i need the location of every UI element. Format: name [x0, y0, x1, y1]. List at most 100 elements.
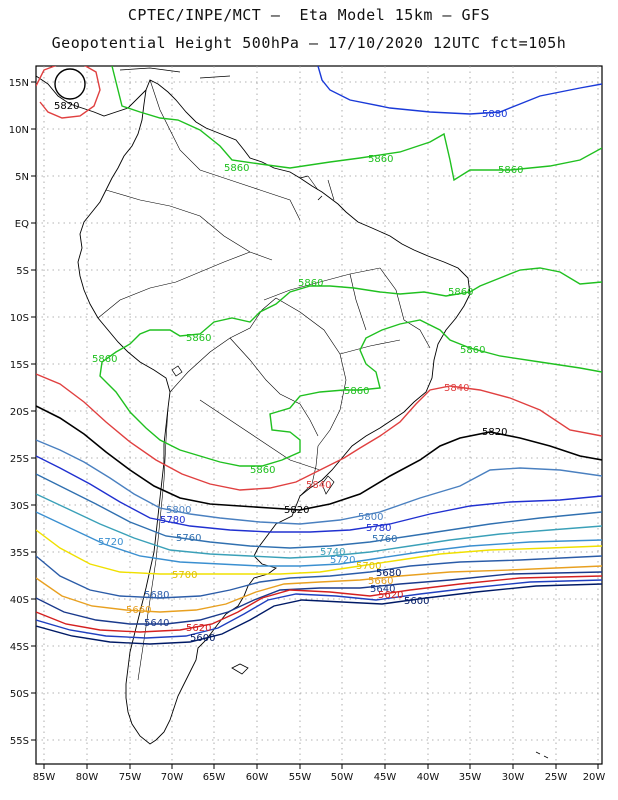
contour-label: 5860: [186, 333, 211, 344]
south-america-coastline: [77, 79, 471, 745]
contour-label: 5660: [126, 605, 151, 616]
contour-label: 5620: [186, 623, 211, 634]
contour-5660: [36, 565, 602, 613]
lon-label: 20W: [583, 772, 606, 783]
contour-label: 5860: [498, 165, 523, 176]
lat-label: 55S: [10, 736, 29, 747]
lat-label: 45S: [10, 642, 29, 653]
contour-label: 5680: [144, 590, 169, 601]
lat-label: 5N: [15, 172, 29, 183]
lat-label: 35S: [10, 548, 29, 559]
lon-label: 25W: [545, 772, 568, 783]
lat-label: 25S: [10, 454, 29, 465]
lat-label: 10N: [9, 125, 29, 136]
contour-label: 5860: [344, 386, 369, 397]
contour-label: 5640: [370, 584, 395, 595]
contour-labels: 5820 5880 5860 5860 5860 5860 5860 5860 …: [54, 101, 523, 644]
lon-label: 50W: [331, 772, 354, 783]
lon-label: 40W: [417, 772, 440, 783]
longitude-labels: 85W 80W 75W 70W 65W 60W 55W 50W 45W 40W …: [33, 772, 606, 783]
contour-5800: [36, 439, 602, 525]
map-title-line-1: CPTEC/INPE/MCT – Eta Model 15km – GFS: [127, 6, 491, 24]
contour-label: 5860: [368, 154, 393, 165]
contour-label: 5860: [460, 345, 485, 356]
contour-label: 5680: [376, 568, 401, 579]
lat-label: EQ: [15, 219, 29, 230]
contours: [36, 66, 602, 645]
contour-label: 5860: [250, 465, 275, 476]
lat-label: 5S: [16, 266, 29, 277]
contour-5680: [36, 555, 602, 599]
contour-label: 5800: [166, 505, 191, 516]
contour-5880: [317, 66, 602, 115]
lon-label: 80W: [76, 772, 99, 783]
axis-ticks: [31, 81, 599, 769]
contour-5580: [36, 583, 602, 645]
contour-5600: [36, 579, 602, 639]
contour-label: 5640: [144, 618, 169, 629]
contour-5700: [36, 529, 602, 575]
lat-label: 50S: [10, 689, 29, 700]
lon-label: 70W: [161, 772, 184, 783]
contour-label: 5860: [298, 278, 323, 289]
contour-5740: [36, 493, 602, 559]
lon-label: 85W: [33, 772, 56, 783]
contour-label: 5720: [98, 537, 123, 548]
contour-5640: [36, 571, 602, 625]
contour-label: 5740: [320, 547, 345, 558]
central-america-coastline: [36, 75, 147, 117]
contour-label: 5700: [356, 561, 381, 572]
contour-label: 5760: [176, 533, 201, 544]
contour-5780: [36, 455, 602, 533]
contour-5860-north: [111, 66, 602, 182]
lon-label: 65W: [203, 772, 226, 783]
contour-label: 5780: [366, 523, 391, 534]
contour-label: 5840: [306, 480, 331, 491]
contour-label: 5860: [92, 354, 117, 365]
contour-label: 5700: [172, 570, 197, 581]
contour-label: 5600: [190, 633, 215, 644]
country-borders: [97, 79, 431, 681]
contour-label: 5600: [404, 596, 429, 607]
lat-label: 20S: [10, 407, 29, 418]
contour-5840: [36, 373, 602, 491]
lon-label: 30W: [502, 772, 525, 783]
contour-label: 5860: [224, 163, 249, 174]
lat-label: 15N: [9, 78, 29, 89]
falkland-islands: [231, 663, 249, 675]
contour-label: 5860: [448, 287, 473, 298]
contour-5820-low: [54, 68, 86, 100]
contour-label: 5760: [372, 534, 397, 545]
contour-label: 5820: [54, 101, 79, 112]
lon-label: 35W: [459, 772, 482, 783]
lon-label: 75W: [119, 772, 142, 783]
contour-5840-low: [36, 66, 101, 119]
contour-label: 5820: [482, 427, 507, 438]
lat-label: 15S: [10, 360, 29, 371]
lake-titicaca: [171, 365, 183, 377]
lat-label: 30S: [10, 501, 29, 512]
contour-5720: [36, 511, 602, 567]
contour-5820: [36, 405, 602, 511]
caribbean-islands: [119, 67, 323, 201]
contour-5760: [36, 473, 602, 549]
south-sandwich-islands: [535, 751, 549, 759]
lon-label: 60W: [246, 772, 269, 783]
contour-5620: [36, 575, 602, 633]
map-frame: [35, 65, 603, 765]
contour-label: 5820: [284, 505, 309, 516]
contour-label: 5620: [378, 590, 403, 601]
graticule: [36, 66, 602, 764]
contour-label: 5880: [482, 109, 507, 120]
latitude-labels: 15N 10N 5N EQ 5S 10S 15S 20S 25S 30S 35S…: [9, 78, 29, 747]
lon-label: 45W: [374, 772, 397, 783]
contour-label: 5840: [444, 383, 469, 394]
contour-label: 5660: [368, 576, 393, 587]
contour-label: 5780: [160, 515, 185, 526]
contour-5860-mid: [99, 267, 602, 467]
lagoa-dos-patos: [321, 475, 335, 495]
contour-label: 5720: [330, 555, 355, 566]
lon-label: 55W: [289, 772, 312, 783]
map-title-line-2: Geopotential Height 500hPa – 17/10/2020 …: [51, 34, 567, 52]
